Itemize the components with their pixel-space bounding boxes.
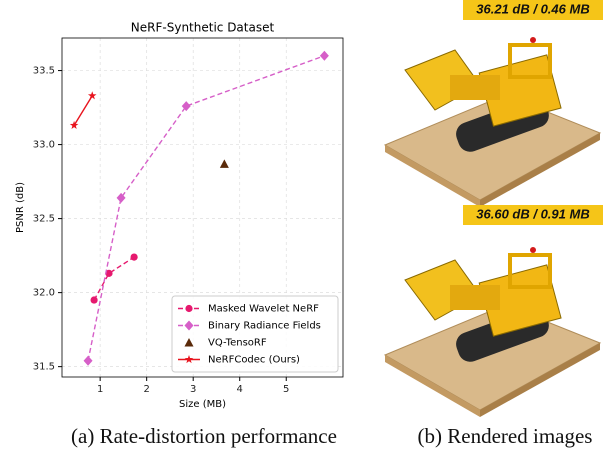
rendered-image: [385, 247, 600, 417]
marker: [91, 296, 98, 303]
legend-label: Binary Radiance Fields: [208, 321, 321, 332]
y-tick-label: 32.5: [33, 214, 55, 225]
chart: NeRF-Synthetic Dataset 1 2 3 4 5 31.5 32.0 32.5 3…: [15, 21, 343, 411]
legend-marker: [185, 305, 192, 312]
y-tick-label: 33.0: [33, 140, 55, 151]
marker: [320, 51, 329, 61]
badge-label: 36.60 dB / 0.91 MB: [476, 206, 589, 221]
caption: (a) Rate-distortion performance: [71, 424, 337, 448]
badge-label: 36.21 dB / 0.46 MB: [476, 1, 589, 16]
x-tick-label: 1: [97, 384, 103, 395]
marker: [131, 253, 138, 260]
x-tick-label: 5: [283, 384, 289, 395]
legend-label: Masked Wavelet NeRF: [208, 304, 319, 315]
marker: [84, 356, 93, 366]
y-tick-label: 31.5: [33, 362, 55, 373]
x-tick-label: 3: [190, 384, 196, 395]
legend-label: VQ-TensoRF: [208, 338, 267, 349]
x-tick-label: 2: [143, 384, 149, 395]
x-axis-label: Size (MB): [179, 399, 226, 410]
series-line: [74, 96, 92, 126]
y-tick-label: 33.5: [33, 66, 55, 77]
y-tick-label: 32.0: [33, 288, 55, 299]
caption: (b) Rendered images: [418, 424, 593, 448]
marker: [220, 159, 229, 168]
legend-label: NeRFCodec (Ours): [208, 355, 300, 366]
chart-title: NeRF-Synthetic Dataset: [131, 21, 275, 35]
marker: [70, 121, 79, 129]
y-axis-label: PSNR (dB): [15, 182, 26, 233]
x-tick-label: 4: [237, 384, 243, 395]
marker: [88, 91, 97, 99]
legend: Masked Wavelet NeRF Binary Radiance Field…: [172, 296, 338, 372]
figure: NeRF-Synthetic Dataset 1 2 3 4 5 31.5 32.0 32.5 3…: [0, 0, 608, 457]
